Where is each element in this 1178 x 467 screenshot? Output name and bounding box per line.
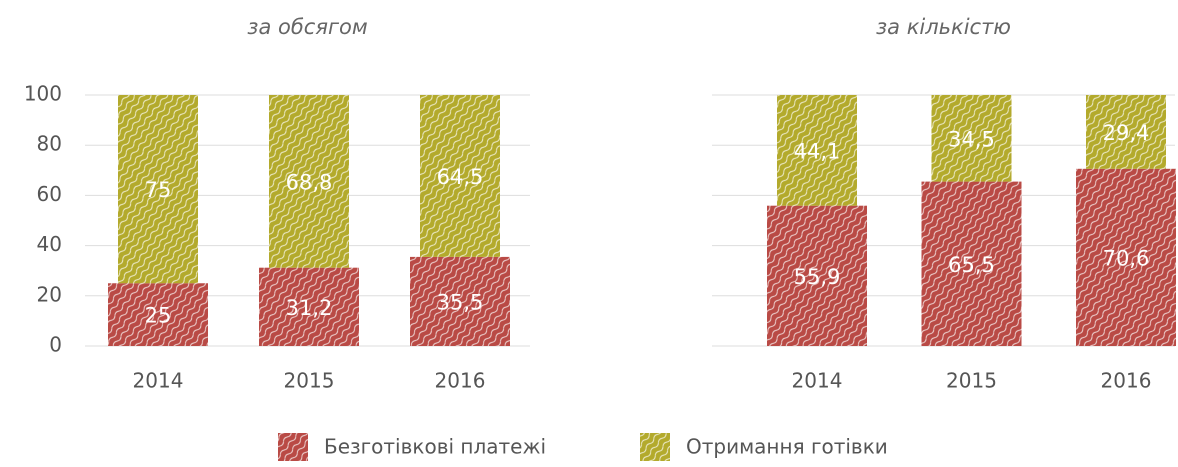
legend-swatch bbox=[278, 433, 308, 461]
bar-segment bbox=[108, 283, 208, 346]
x-tick-label: 2014 bbox=[792, 369, 843, 393]
y-tick-label: 0 bbox=[49, 333, 62, 357]
bar-segment bbox=[410, 256, 510, 346]
bar-segment bbox=[420, 95, 500, 257]
y-tick-label: 20 bbox=[37, 282, 62, 306]
x-tick-label: 2016 bbox=[1101, 369, 1152, 393]
data-label: 31,2 bbox=[286, 296, 333, 320]
bar-segment bbox=[777, 95, 857, 206]
data-label: 35,5 bbox=[437, 290, 484, 314]
bar-segment bbox=[921, 181, 1022, 346]
bar-segment bbox=[767, 205, 867, 346]
data-label: 44,1 bbox=[794, 139, 841, 163]
x-tick-label: 2016 bbox=[435, 369, 486, 393]
data-label: 64,5 bbox=[437, 165, 484, 189]
x-tick-label: 2014 bbox=[133, 369, 184, 393]
bar-segment bbox=[931, 95, 1012, 182]
data-label: 68,8 bbox=[286, 170, 333, 194]
bar-segment bbox=[118, 95, 198, 284]
data-label: 29,4 bbox=[1103, 121, 1150, 145]
data-label: 25 bbox=[145, 304, 172, 328]
data-label: 70,6 bbox=[1103, 246, 1150, 270]
chart-title: за обсягом bbox=[247, 15, 368, 39]
bar-segment bbox=[259, 267, 359, 346]
data-label: 55,9 bbox=[794, 265, 841, 289]
legend-label: Отримання готівки bbox=[686, 435, 888, 459]
legend-label: Безготівкові платежі bbox=[324, 435, 546, 459]
data-label: 75 bbox=[145, 178, 172, 202]
data-label: 65,5 bbox=[948, 253, 995, 277]
x-tick-label: 2015 bbox=[284, 369, 335, 393]
chart-title: за кількістю bbox=[876, 15, 1011, 39]
data-label: 34,5 bbox=[948, 127, 995, 151]
legend-swatch bbox=[640, 433, 670, 461]
y-tick-label: 100 bbox=[24, 82, 62, 106]
x-tick-label: 2015 bbox=[946, 369, 997, 393]
y-tick-label: 40 bbox=[37, 232, 62, 256]
y-tick-label: 80 bbox=[37, 132, 62, 156]
bar-segment bbox=[1086, 95, 1166, 169]
bar-segment bbox=[269, 95, 349, 268]
y-tick-label: 60 bbox=[37, 182, 62, 206]
bar-segment bbox=[1076, 168, 1176, 346]
